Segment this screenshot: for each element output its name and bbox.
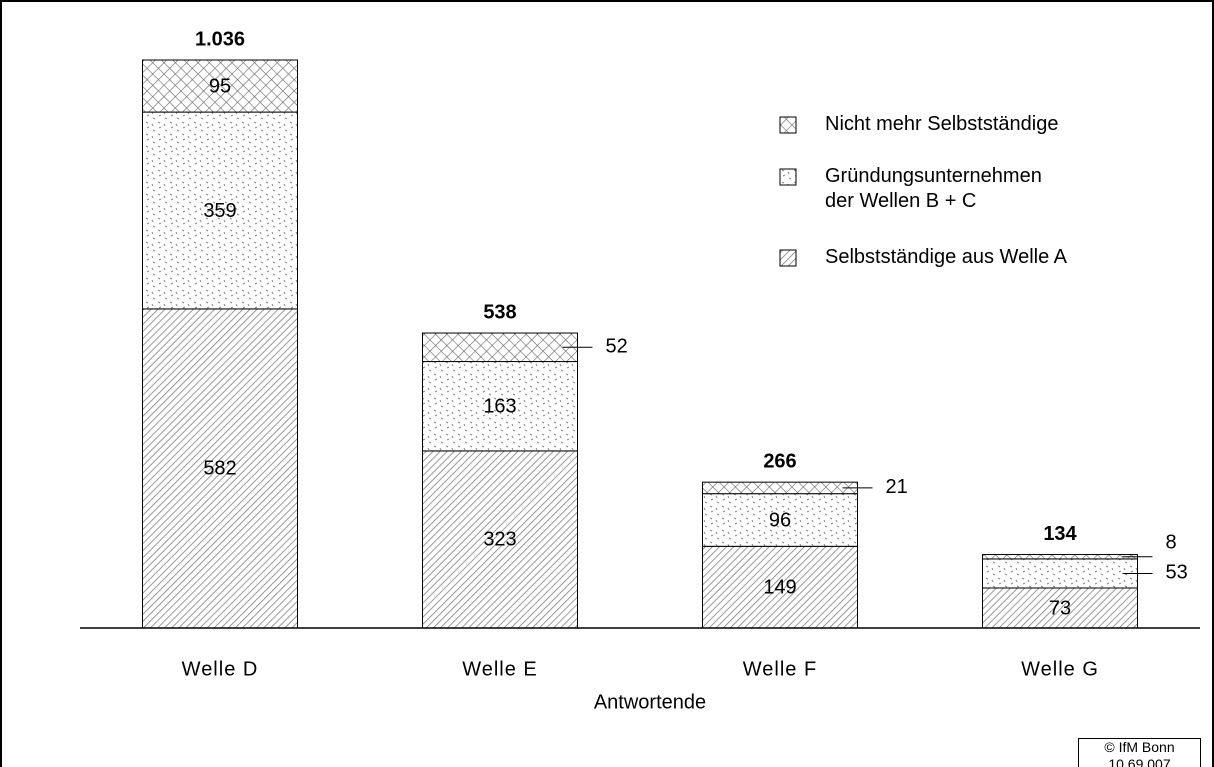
bar-segment <box>702 481 858 495</box>
x-tick-label: Welle G <box>1021 658 1099 680</box>
segment-label: 95 <box>209 75 231 97</box>
total-label: 266 <box>763 450 796 472</box>
bar-segment <box>142 59 298 113</box>
segment-label: 53 <box>1166 562 1188 584</box>
x-axis-label: Antwortende <box>594 691 706 713</box>
x-tick-label: Welle D <box>182 658 259 680</box>
segment-label: 323 <box>483 529 516 551</box>
segment-label: 73 <box>1049 597 1071 619</box>
total-label: 538 <box>483 301 516 323</box>
bar-segment <box>702 493 858 547</box>
total-label: 134 <box>1043 523 1077 545</box>
bar-segment <box>422 332 578 363</box>
bar-segment <box>142 111 298 310</box>
bar-segment <box>982 587 1138 629</box>
segment-label: 359 <box>203 200 236 222</box>
segment-label: 96 <box>769 509 791 531</box>
legend-swatch <box>779 116 797 134</box>
legend-swatch <box>779 249 797 267</box>
bar-segment <box>142 308 298 629</box>
source-line: 10 69 007 <box>1108 756 1171 767</box>
x-tick-label: Welle F <box>743 658 817 680</box>
bar-segment <box>982 554 1138 560</box>
bar-segment <box>422 361 578 452</box>
legend-label: Nicht mehr Selbstständige <box>825 113 1059 135</box>
legend-swatch <box>779 168 797 186</box>
segment-label: 21 <box>886 476 908 498</box>
total-label: 1.036 <box>195 28 245 50</box>
source-box: © IfM Bonn 10 69 007 <box>1078 738 1201 767</box>
x-tick-label: Welle E <box>462 658 538 680</box>
legend-label: Gründungsunternehmen der Wellen B + C <box>825 165 1042 212</box>
bar-segment <box>982 558 1138 589</box>
segment-label: 163 <box>483 396 516 418</box>
source-line: © IfM Bonn <box>1104 739 1175 755</box>
bar-segment <box>702 545 858 629</box>
segment-label: 52 <box>606 336 628 358</box>
segment-label: 582 <box>203 458 236 480</box>
segment-label: 149 <box>763 576 796 598</box>
bar-segment <box>422 450 578 629</box>
segment-label: 8 <box>1166 532 1177 554</box>
legend-label: Selbstständige aus Welle A <box>825 246 1068 268</box>
